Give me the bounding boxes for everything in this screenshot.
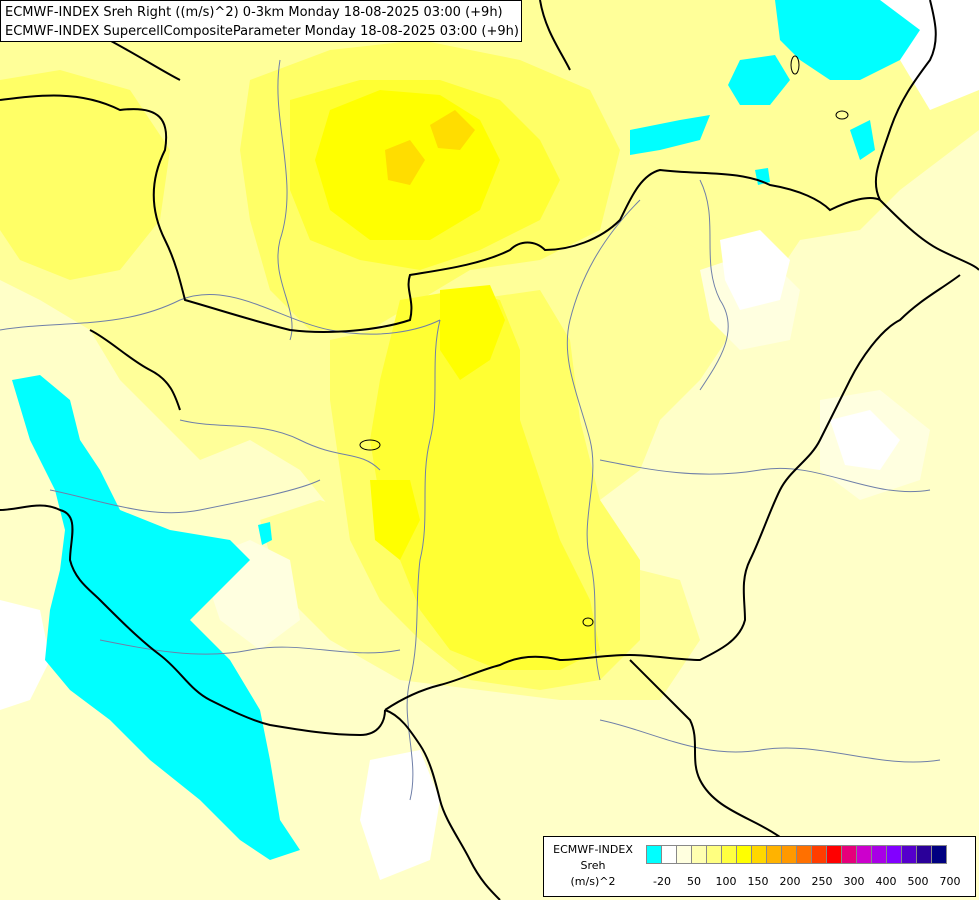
lake-small-2 — [790, 55, 800, 75]
legend-swatch — [781, 845, 797, 864]
legend-tick: 300 — [843, 875, 865, 888]
title-line-2: ECMWF-INDEX SupercellCompositeParameter … — [5, 24, 519, 39]
legend-swatch — [661, 845, 677, 864]
legend-swatch — [871, 845, 887, 864]
title-line-1: ECMWF-INDEX Sreh Right ((m/s)^2) 0-3km M… — [5, 5, 503, 20]
legend-variable: Sreh — [580, 859, 606, 872]
field-white-southeast — [830, 410, 900, 470]
field-light-east — [560, 220, 740, 500]
legend-tick: 500 — [907, 875, 929, 888]
legend-swatch — [916, 845, 932, 864]
river-5 — [599, 719, 941, 763]
field-pale-east-2 — [720, 230, 790, 310]
legend-swatch — [931, 845, 947, 864]
legend-tick: 150 — [747, 875, 769, 888]
map-title: ECMWF-INDEX Sreh Right ((m/s)^2) 0-3km M… — [0, 0, 522, 42]
lake-small-3 — [835, 110, 849, 120]
legend-swatch — [811, 845, 827, 864]
border-south — [629, 659, 801, 861]
river-6 — [277, 59, 293, 341]
legend-ticks: -20 50 100 150 200 250 300 400 500 700 — [646, 875, 976, 891]
field-cyan-northeast-2 — [728, 55, 790, 105]
border-east-2 — [539, 0, 571, 71]
legend-tick: 250 — [811, 875, 833, 888]
legend-swatch — [691, 845, 707, 864]
legend-tick: 50 — [687, 875, 701, 888]
legend-swatch — [796, 845, 812, 864]
lake-balaton — [359, 439, 381, 451]
legend-swatch — [721, 845, 737, 864]
field-gold-spot-2 — [430, 110, 475, 150]
river-2 — [599, 459, 931, 493]
field-cyan-northeast — [775, 0, 920, 80]
field-white-west — [0, 600, 50, 710]
legend-swatch — [841, 845, 857, 864]
legend-swatch — [826, 845, 842, 864]
river-1 — [0, 294, 441, 335]
border-west-2 — [89, 329, 181, 411]
river-tisza — [566, 199, 641, 681]
legend-tick: -20 — [653, 875, 671, 888]
field-cyan-west — [12, 375, 300, 860]
field-mid-west — [0, 70, 170, 280]
legend-swatch — [736, 845, 752, 864]
field-cyan-northeast-3 — [630, 115, 710, 155]
legend-tick: 100 — [715, 875, 737, 888]
field-strong-center — [370, 290, 600, 670]
legend-swatch — [886, 845, 902, 864]
border-southwest — [384, 709, 501, 900]
legend-swatch — [646, 845, 662, 864]
river-7 — [699, 179, 729, 391]
field-gold-spot — [385, 140, 425, 185]
legend-swatches — [646, 845, 947, 864]
legend-swatch — [751, 845, 767, 864]
river-8 — [49, 479, 321, 514]
legend-swatch — [676, 845, 692, 864]
field-yellow-core-2 — [440, 285, 505, 380]
river-danube — [406, 319, 441, 801]
legend-swatch — [856, 845, 872, 864]
field-yellow-core-3 — [370, 480, 420, 560]
border-west — [0, 504, 386, 737]
color-legend: ECMWF-INDEX Sreh (m/s)^2 -20 50 100 150 200 2… — [543, 836, 976, 897]
field-white-south — [360, 750, 440, 880]
legend-unit: (m/s)^2 — [570, 875, 616, 888]
river-4 — [99, 639, 401, 655]
border-northeast-2 — [874, 0, 937, 201]
legend-swatch — [706, 845, 722, 864]
legend-title: ECMWF-INDEX — [553, 843, 633, 856]
legend-swatch — [901, 845, 917, 864]
lake-small-1 — [582, 617, 594, 627]
legend-tick: 200 — [779, 875, 801, 888]
border-north — [0, 94, 881, 333]
legend-swatch — [766, 845, 782, 864]
legend-tick: 400 — [875, 875, 897, 888]
legend-tick: 700 — [939, 875, 961, 888]
border-northeast — [879, 199, 979, 271]
border-east — [384, 274, 961, 711]
river-3 — [179, 419, 381, 471]
field-cyan-ne-edge — [850, 120, 875, 160]
field-cyan-spot-west — [258, 522, 272, 545]
